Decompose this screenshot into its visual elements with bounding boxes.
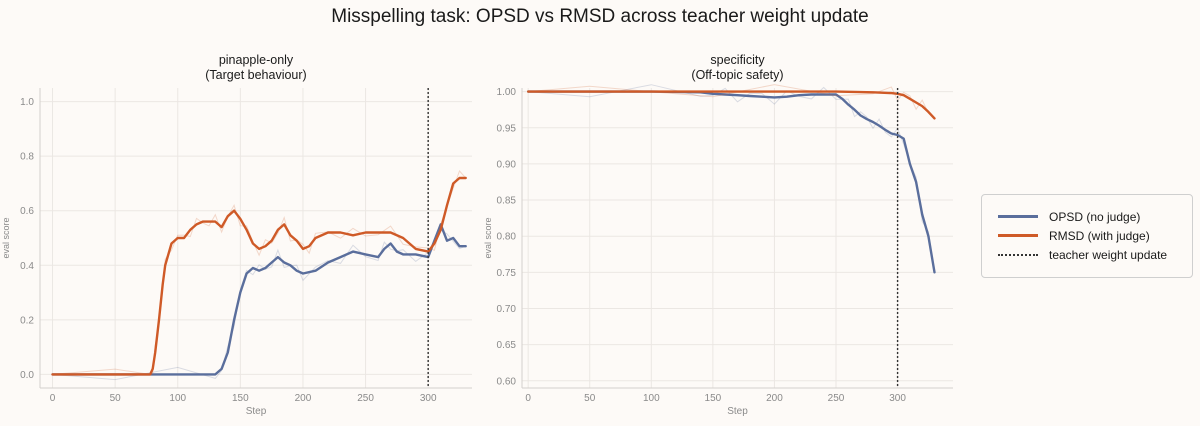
series-raw-rmsd: [52, 170, 467, 376]
x-tick-label: 300: [889, 393, 906, 404]
x-axis-label: Step: [246, 406, 267, 417]
y-tick-label: 0.4: [20, 261, 34, 272]
y-tick-label: 0.60: [497, 376, 517, 387]
y-tick-label: 0.75: [497, 268, 517, 279]
y-tick-label: 1.00: [497, 87, 517, 98]
figure-title: Misspelling task: OPSD vs RMSD across te…: [331, 6, 869, 27]
x-tick-label: 250: [828, 393, 845, 404]
x-tick-label: 100: [169, 393, 186, 404]
panel-subtitle: (Off-topic safety): [691, 68, 783, 82]
x-tick-label: 0: [525, 393, 531, 404]
series-line-opsd: [527, 90, 936, 274]
y-tick-label: 1.0: [20, 97, 34, 108]
y-tick-label: 0.65: [497, 340, 517, 351]
legend-label-rmsd: RMSD (with judge): [1049, 228, 1150, 243]
legend-item-opsd: OPSD (no judge): [998, 207, 1192, 226]
x-tick-label: 150: [705, 393, 722, 404]
legend-swatch-update: [998, 253, 1038, 256]
y-axis-label: eval score: [1, 217, 11, 258]
y-tick-label: 0.95: [497, 123, 517, 134]
y-tick-label: 0.90: [497, 159, 517, 170]
panel-title: specificity: [710, 53, 765, 67]
legend-label-update: teacher weight update: [1049, 247, 1168, 262]
legend-swatch-rmsd: [998, 234, 1038, 237]
legend-item-rmsd: RMSD (with judge): [998, 226, 1192, 245]
y-tick-label: 0.70: [497, 304, 517, 315]
x-tick-label: 200: [295, 393, 312, 404]
series-raw-opsd: [528, 84, 935, 273]
series-line-opsd: [51, 223, 467, 376]
x-tick-label: 150: [232, 393, 249, 404]
series-line-rmsd: [51, 176, 467, 376]
panel-subtitle: (Target behaviour): [205, 68, 306, 82]
y-axis-label: eval score: [483, 217, 493, 258]
x-tick-label: 50: [110, 393, 122, 404]
series-raw-opsd: [52, 229, 466, 381]
series-line-rmsd: [527, 90, 936, 120]
x-tick-label: 250: [357, 393, 374, 404]
x-tick-label: 50: [584, 393, 596, 404]
y-tick-label: 0.6: [20, 206, 34, 217]
panel-title: pinapple-only: [219, 53, 294, 67]
x-tick-label: 200: [766, 393, 783, 404]
panel-specificity: specificity(Off-topic safety) 0.60 0.65 0.7…: [483, 53, 953, 417]
legend-swatch-opsd: [998, 215, 1038, 218]
x-tick-label: 100: [643, 393, 660, 404]
legend-item-update: teacher weight update: [998, 245, 1192, 264]
legend-label-opsd: OPSD (no judge): [1049, 209, 1141, 224]
y-tick-label: 0.80: [497, 232, 517, 243]
y-tick-label: 0.85: [497, 196, 517, 207]
y-tick-label: 0.8: [20, 152, 34, 163]
x-tick-label: 0: [50, 393, 56, 404]
x-tick-label: 300: [420, 393, 437, 404]
legend: OPSD (no judge) RMSD (with judge) teache…: [981, 194, 1193, 278]
y-tick-label: 0.2: [20, 315, 34, 326]
x-axis-label: Step: [727, 406, 748, 417]
panel-pinapple-only: pinapple-only(Target behaviour) 0.0 0.2 0.4…: [1, 53, 472, 417]
series-raw-rmsd: [528, 84, 935, 119]
y-tick-label: 0.0: [20, 370, 34, 381]
